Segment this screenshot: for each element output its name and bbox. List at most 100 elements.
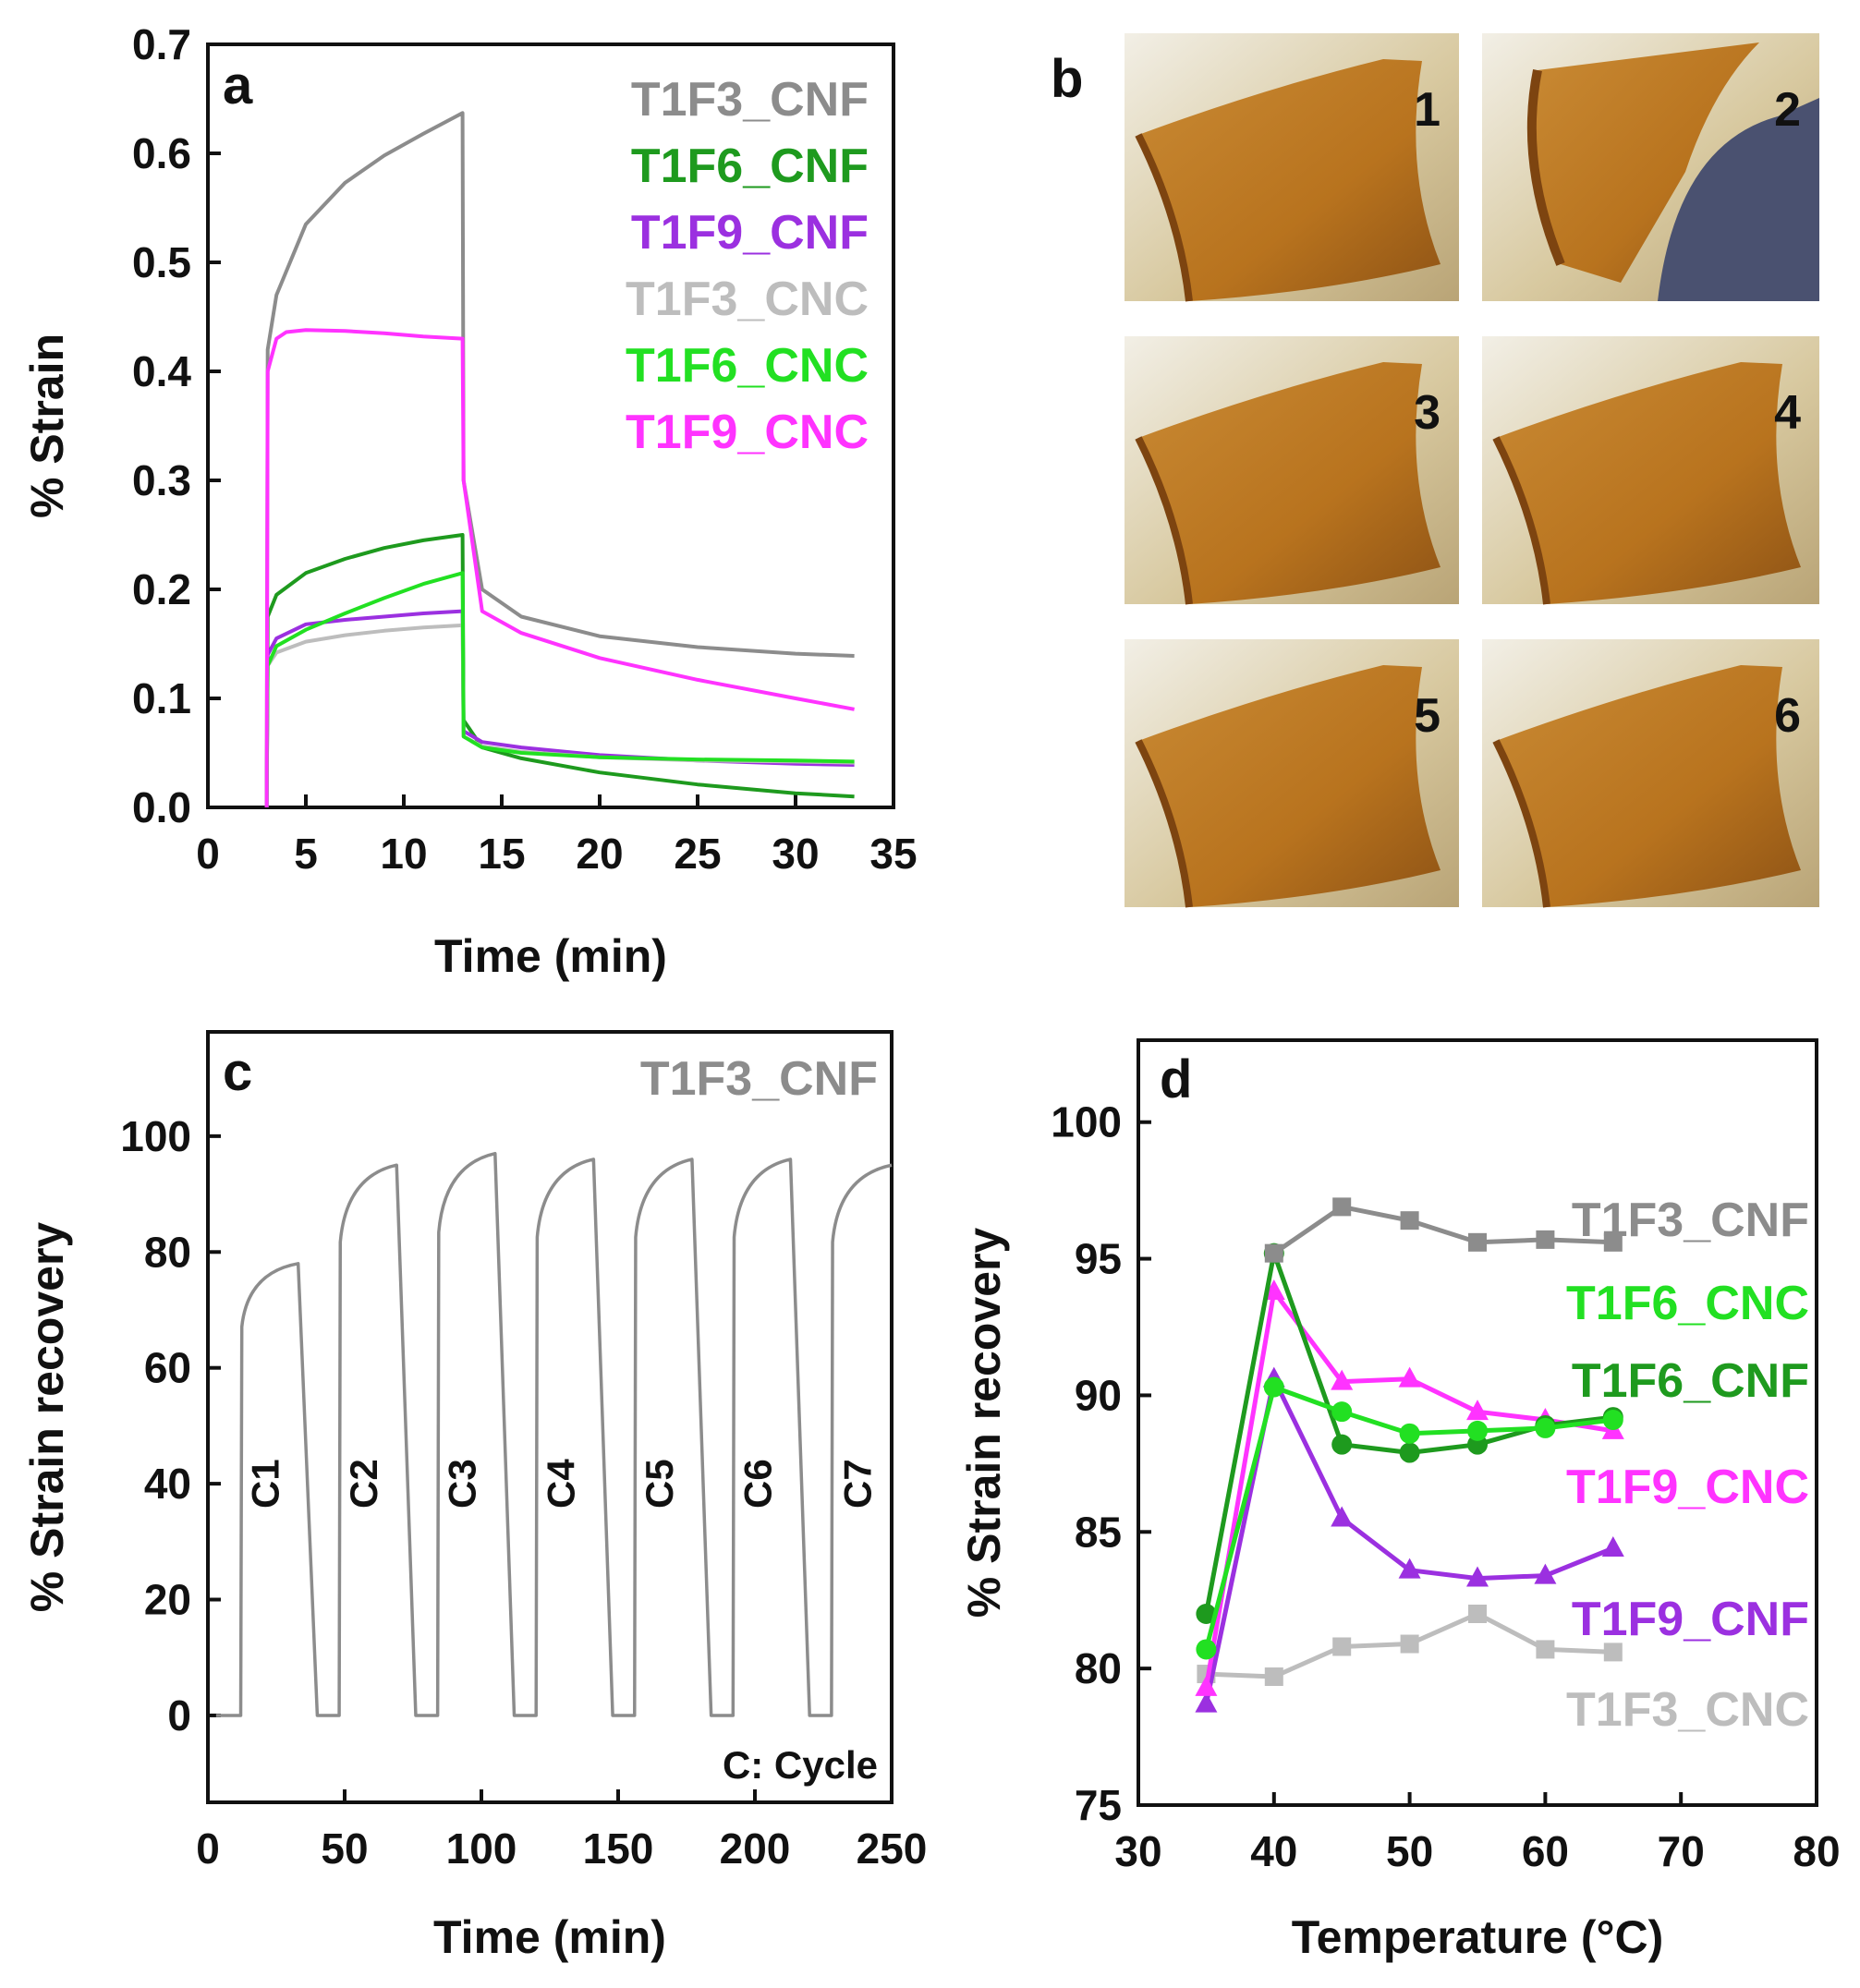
cycle-note: C: Cycle [723,1743,878,1787]
legend-entry: T1F6_CNF [1572,1354,1809,1408]
series-label: T1F3_CNF [640,1052,878,1106]
x-tick-label: 35 [869,830,917,878]
legend-entry: T1F9_CNF [1572,1593,1809,1646]
x-tick-label: 60 [1522,1827,1569,1875]
y-axis-label: % Strain recovery [958,1228,1010,1618]
data-point-t1f9-cnc [1398,1366,1421,1388]
y-tick-label: 100 [1051,1098,1122,1146]
photo-number-label: 2 [1774,83,1801,137]
data-point-t1f3-cnc [1603,1643,1623,1662]
panel-letter: b [1051,49,1083,109]
x-tick-label: 50 [321,1824,368,1873]
y-tick-label: 0.2 [132,565,191,613]
x-tick-label: 15 [478,830,525,878]
y-tick-label: 0.0 [132,783,191,831]
data-point-t1f9-cnf [1466,1566,1489,1587]
data-point-t1f6-cnf [1399,1442,1420,1463]
cycle-label: C7 [835,1459,879,1509]
x-tick-label: 40 [1250,1827,1297,1875]
y-tick-label: 0.3 [132,456,191,504]
cycle-label: C4 [539,1459,582,1509]
x-tick-label: 80 [1793,1827,1840,1875]
cycle-label: C1 [244,1459,287,1509]
panel-letter: d [1160,1049,1192,1109]
x-tick-label: 30 [1114,1827,1161,1875]
data-point-t1f3-cnc [1468,1605,1487,1623]
series-line-t1f3-cnf [215,1151,893,1717]
y-tick-label: 80 [144,1228,191,1276]
plot-frame [206,1030,894,1804]
y-tick-label: 75 [1075,1781,1122,1829]
x-tick-label: 200 [720,1824,791,1873]
x-tick-label: 150 [583,1824,654,1873]
y-tick-label: 80 [1075,1644,1122,1692]
photo-number-label: 5 [1414,689,1441,743]
data-point-t1f6-cnc [1535,1417,1556,1438]
x-tick-label: 30 [772,830,819,878]
data-point-t1f3-cnc [1332,1637,1352,1656]
y-tick-label: 95 [1075,1235,1122,1283]
plot-frame [1137,1038,1818,1807]
y-tick-label: 0.5 [132,238,191,286]
photo-number-label: 4 [1774,386,1801,440]
x-axis-label: Time (min) [433,1911,666,1963]
y-axis-label: % Strain recovery [21,1222,73,1613]
data-point-t1f3-cnf [1468,1232,1487,1252]
y-tick-label: 60 [144,1344,191,1392]
data-point-t1f9-cnc [1331,1369,1354,1390]
data-point-t1f3-cnc [1536,1640,1555,1659]
data-point-t1f6-cnc [1602,1410,1623,1431]
data-point-t1f6-cnc [1331,1401,1353,1423]
cycle-label: C2 [342,1459,385,1509]
y-tick-label: 90 [1075,1371,1122,1419]
panel-b-photographs: b 1 2 3 4 5 6 [1051,33,1819,908]
x-tick-label: 250 [857,1824,928,1873]
film-edge [1135,133,1193,302]
y-tick-label: 85 [1075,1508,1122,1556]
series-line-t1f6-cnf [264,533,855,808]
x-tick-label: 20 [576,830,623,878]
cycle-label: C6 [735,1459,779,1509]
data-point-t1f9-cnf [1398,1558,1421,1579]
data-point-t1f6-cnc [1467,1420,1488,1441]
x-axis-label: Time (min) [434,930,667,982]
photo-number-label: 3 [1414,386,1441,440]
data-point-t1f6-cnc [1399,1423,1420,1444]
data-point-t1f3-cnf [1264,1243,1283,1263]
panel-c-strain-recovery-cycles: 0 50 100 150 200 250 0 20 40 60 80 100 C1 C2 C3 C4 C5 C6 C… [21,1030,928,1963]
film-shape [1138,362,1441,604]
data-point-t1f6-cnf [1331,1434,1353,1455]
film-edge [1492,436,1550,605]
x-tick-label: 70 [1658,1827,1705,1875]
data-point-t1f3-cnf [1332,1197,1352,1217]
data-point-t1f6-cnf [1196,1604,1217,1624]
plot-frame [206,42,895,809]
x-tick-label: 0 [196,830,220,878]
legend-entry: T1F3_CNC [1566,1683,1809,1737]
series-line-t1f9-cnc [1203,1289,1614,1689]
x-tick-label: 50 [1386,1827,1433,1875]
data-point-t1f9-cnf [1331,1506,1354,1527]
data-point-t1f3-cnf [1603,1232,1623,1252]
rolled-film-shape [1531,42,1759,283]
data-point-t1f6-cnc [1196,1639,1217,1660]
series-line-t1f3-cnf [264,111,855,808]
data-point-t1f9-cnc [1466,1400,1489,1421]
legend-entry: T1F9_CNC [626,406,869,459]
data-point-t1f9-cnf [1195,1691,1218,1713]
panel-letter: c [223,1042,252,1102]
data-point-t1f9-cnf [1601,1536,1624,1558]
cycle-label: C3 [441,1459,484,1509]
film-shape [1138,59,1441,301]
legend-entry: T1F6_CNC [626,339,869,393]
x-tick-label: 5 [294,830,318,878]
y-tick-label: 40 [144,1460,191,1508]
series-line-t1f9-cnf [264,609,855,808]
series-line-t1f9-cnc [264,328,855,808]
y-tick-label: 0.4 [132,347,191,395]
film-shape [1138,665,1441,907]
y-tick-label: 100 [120,1112,191,1160]
film-edge [1526,69,1565,266]
legend-entry: T1F6_CNC [1566,1277,1809,1330]
